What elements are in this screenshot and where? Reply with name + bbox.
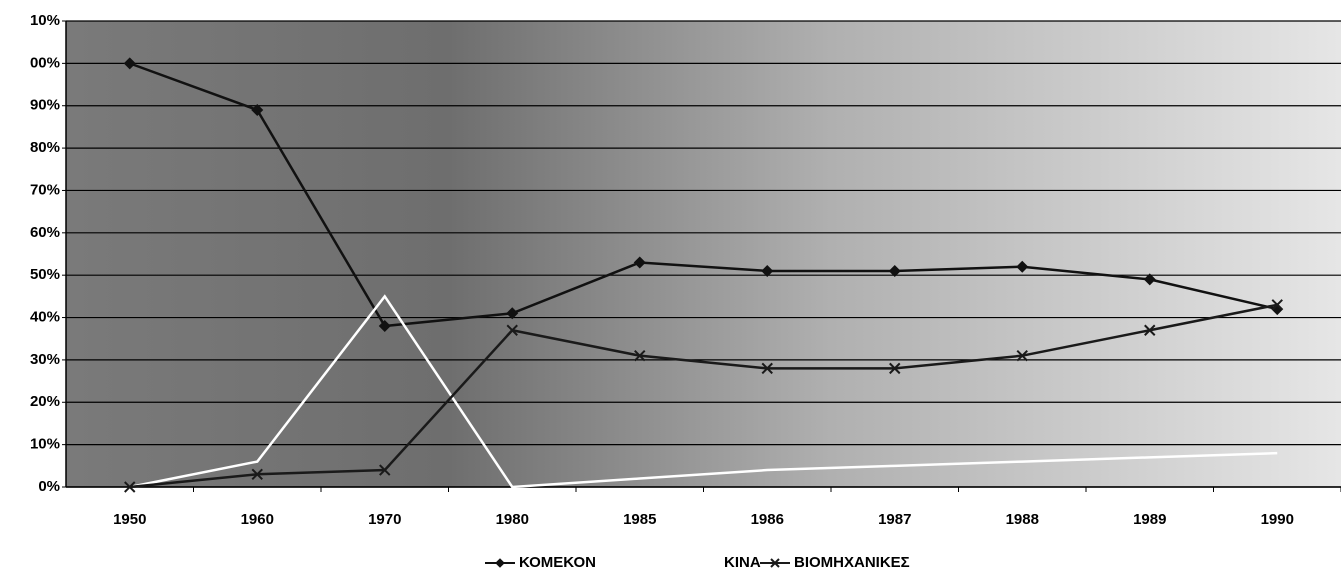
marker — [770, 558, 780, 568]
legend-label: ΒΙΟΜΗΧΑΝΙΚΕΣ — [794, 554, 910, 571]
marker — [1144, 324, 1156, 336]
x-tick-label: 1980 — [496, 511, 529, 528]
marker — [251, 103, 264, 116]
x-tick-label: 1989 — [1133, 511, 1166, 528]
y-tick-label: 80% — [30, 139, 60, 156]
y-tick-label: 10% — [30, 436, 60, 453]
y-tick-label: 20% — [30, 393, 60, 410]
legend-label: ΚΟΜΕΚΟΝ — [519, 554, 596, 571]
y-tick-label: 0% — [38, 478, 60, 495]
marker — [1016, 349, 1028, 362]
marker — [378, 320, 391, 333]
marker — [888, 264, 901, 277]
marker — [506, 324, 518, 336]
marker — [124, 481, 136, 493]
y-tick-label: 70% — [30, 181, 60, 198]
marker — [761, 264, 774, 277]
x-tick-label: 1985 — [623, 511, 656, 528]
y-tick-label: 50% — [30, 266, 60, 283]
x-tick-label: 1986 — [751, 511, 784, 528]
marker — [495, 558, 505, 568]
x-tick-label: 1988 — [1006, 511, 1039, 528]
y-tick-label: 90% — [30, 97, 60, 114]
series-line — [129, 303, 1278, 489]
marker — [1016, 260, 1029, 273]
marker — [761, 362, 773, 375]
marker — [379, 464, 391, 476]
x-tick-label: 1990 — [1261, 511, 1294, 528]
x-tick-label: 1950 — [113, 511, 146, 528]
x-tick-label: 1960 — [241, 511, 274, 528]
x-tick-label: 1970 — [368, 511, 401, 528]
marker — [1271, 299, 1283, 311]
series-line — [129, 62, 1278, 328]
marker — [251, 468, 263, 480]
y-tick-label: 40% — [30, 309, 60, 326]
marker — [506, 307, 519, 320]
y-tick-label: 60% — [30, 224, 60, 241]
y-tick-label: 10% — [30, 12, 60, 29]
x-tick-label: 1987 — [878, 511, 911, 528]
marker — [889, 362, 901, 375]
marker — [633, 256, 646, 269]
legend-label: ΚΙΝΑ — [724, 554, 761, 571]
y-tick-label: 00% — [30, 54, 60, 71]
plot-background — [66, 21, 1341, 487]
marker — [1143, 273, 1156, 286]
y-tick-label: 30% — [30, 351, 60, 368]
marker — [634, 349, 646, 362]
marker — [123, 57, 136, 70]
series-line — [129, 294, 1278, 489]
